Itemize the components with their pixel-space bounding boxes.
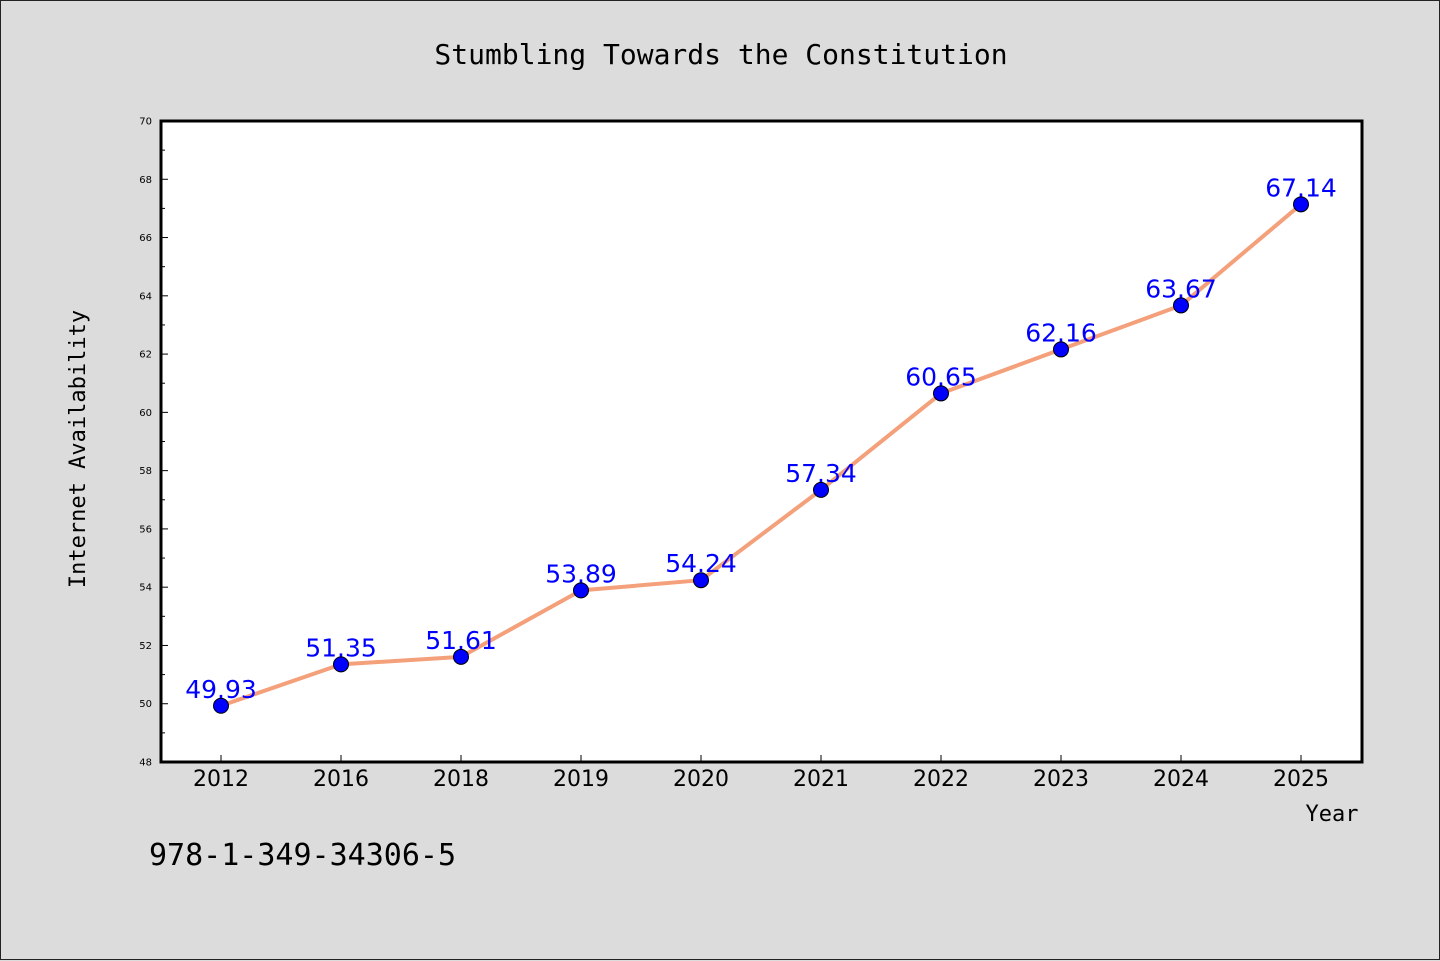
data-point <box>573 582 589 599</box>
series-line <box>220 202 1303 708</box>
data-label: 51.61 <box>425 626 497 655</box>
data-label: 49.93 <box>185 675 257 704</box>
data-point <box>1173 297 1189 314</box>
y-tick-label: 62 <box>139 350 152 361</box>
x-tick-label: 2020 <box>673 767 729 792</box>
data-label: 67.14 <box>1265 173 1337 202</box>
isbn-annotation: 978-1-349-34306-5 <box>149 838 456 873</box>
y-tick-label: 54 <box>139 583 152 594</box>
x-tick-label: 2023 <box>1033 767 1089 792</box>
x-tick-label: 2025 <box>1273 767 1329 792</box>
data-label: 54.24 <box>665 549 737 578</box>
y-tick-label: 52 <box>139 641 152 652</box>
data-point <box>1053 341 1069 358</box>
y-axis-label: Internet Availability <box>66 310 91 588</box>
plot-area <box>159 119 1364 764</box>
data-label: 51.35 <box>305 633 377 662</box>
chart-title: Stumbling Towards the Constitution <box>434 38 1007 71</box>
x-tick-label: 2019 <box>553 767 609 792</box>
data-labels: 49.93 51.35 51.61 53.89 54.24 57.34 60.65 62.16… <box>185 173 1337 703</box>
data-label: 63.67 <box>1145 274 1217 303</box>
y-tick-label: 56 <box>139 524 152 535</box>
series-markers <box>213 196 1309 714</box>
x-tick-label: 2016 <box>313 767 369 792</box>
data-point <box>693 572 709 589</box>
data-point <box>213 697 229 714</box>
x-tick-label: 2018 <box>433 767 489 792</box>
x-tick-label: 2012 <box>193 767 249 792</box>
data-label: 60.65 <box>905 362 977 391</box>
y-tick-label: 64 <box>139 291 152 302</box>
data-point <box>813 481 829 498</box>
y-tick-label: 60 <box>139 408 152 419</box>
y-tick-label: 70 <box>139 117 152 128</box>
data-point <box>1293 196 1309 213</box>
y-tick-label: 68 <box>139 175 152 186</box>
y-axis: 48 50 52 54 56 58 60 62 64 66 68 70 <box>139 117 168 769</box>
x-tick-label: 2024 <box>1153 767 1209 792</box>
x-axis: 2012 2016 2018 2019 2020 2021 2022 2023 2024 2025 <box>193 755 1329 792</box>
data-point <box>333 656 349 673</box>
x-axis-label: Year <box>1306 802 1359 827</box>
y-tick-label: 58 <box>139 466 152 477</box>
y-tick-label: 66 <box>139 233 152 244</box>
x-tick-label: 2021 <box>793 767 849 792</box>
data-point <box>453 648 469 665</box>
y-tick-label: 50 <box>139 699 152 710</box>
data-label: 53.89 <box>545 559 617 588</box>
data-point <box>933 385 949 402</box>
data-label: 57.34 <box>785 459 857 488</box>
y-tick-label: 48 <box>139 758 152 769</box>
x-tick-label: 2022 <box>913 767 969 792</box>
data-label: 62.16 <box>1025 318 1097 347</box>
